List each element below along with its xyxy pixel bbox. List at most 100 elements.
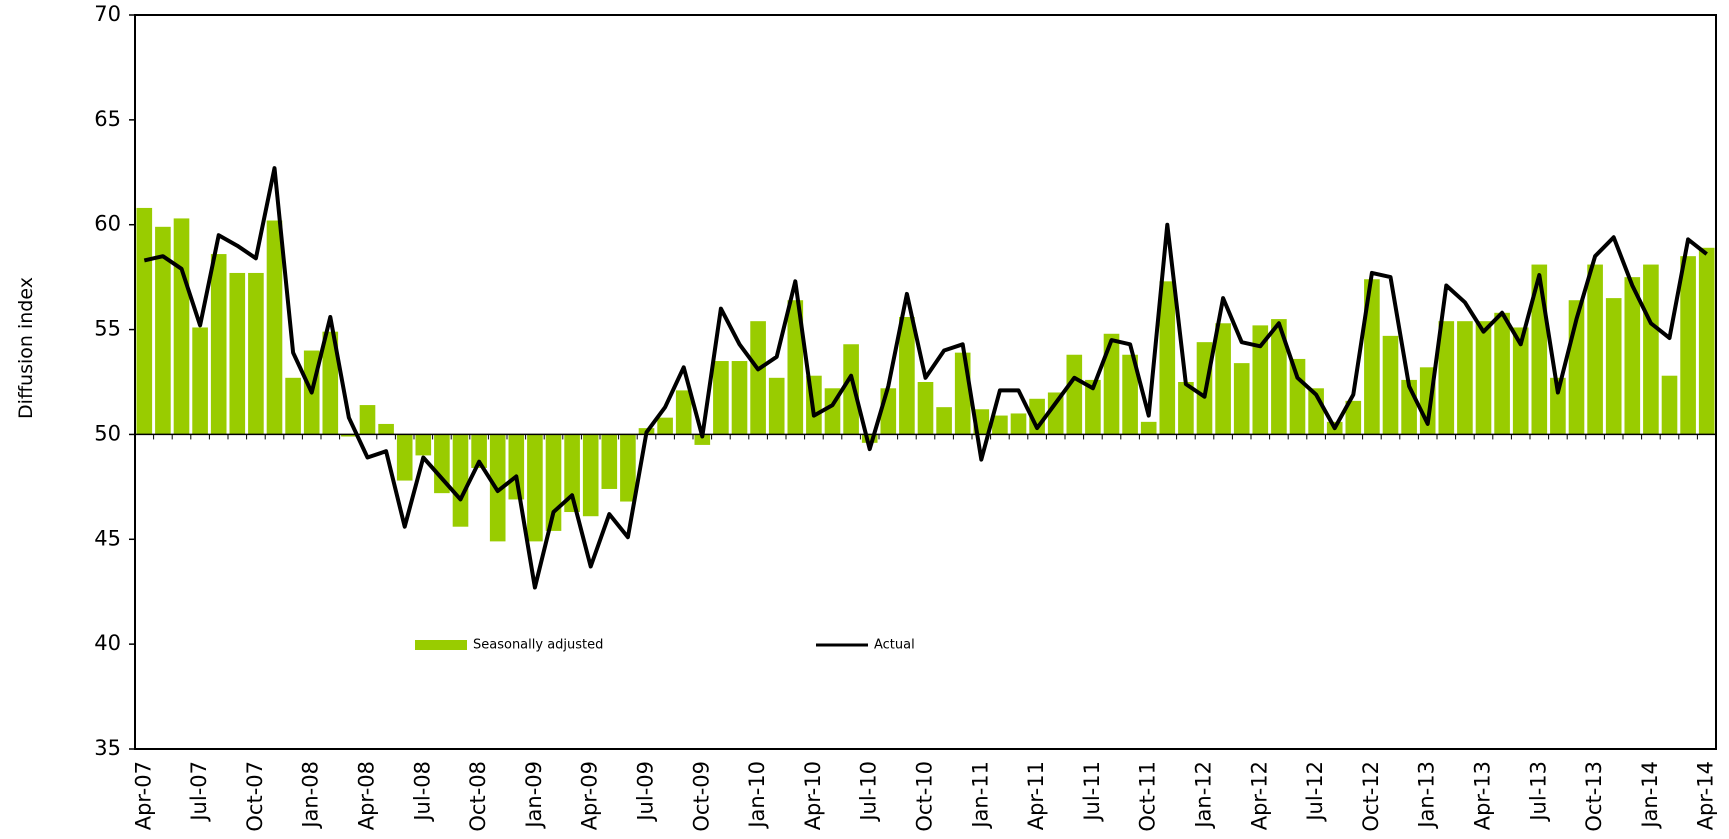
- bar: [1047, 392, 1064, 435]
- x-tick-label: Oct-08: [466, 761, 490, 832]
- bar: [899, 316, 915, 435]
- x-tick-label: Oct-12: [1359, 761, 1383, 832]
- x-tick-label: Jan-12: [1192, 761, 1216, 830]
- x-tick-label: Jan-13: [1415, 761, 1439, 830]
- bar: [768, 377, 785, 435]
- bar: [1624, 277, 1641, 435]
- legend-label: Seasonally adjusted: [473, 638, 603, 653]
- bar: [1215, 323, 1231, 435]
- x-tick-label: Oct-07: [243, 761, 267, 832]
- x-tick-label: Apr-07: [131, 761, 155, 830]
- bar: [1122, 354, 1138, 435]
- bar: [1550, 377, 1566, 435]
- bar: [1271, 319, 1287, 435]
- bar: [1233, 363, 1250, 435]
- bar: [936, 407, 952, 435]
- bar: [266, 220, 283, 435]
- bar: [1345, 400, 1362, 435]
- bar: [415, 434, 432, 456]
- bar: [155, 226, 171, 435]
- bar: [527, 434, 543, 542]
- x-tick-label: Jan-11: [968, 761, 992, 830]
- bar: [1010, 413, 1027, 435]
- bar: [1289, 358, 1306, 435]
- x-tick-label: Jan-10: [745, 761, 769, 830]
- bar: [192, 327, 208, 435]
- legend-swatch: [415, 640, 467, 650]
- bar: [1178, 382, 1194, 435]
- x-tick-label: Apr-13: [1471, 761, 1495, 830]
- x-tick-label: Oct-11: [1136, 761, 1160, 832]
- x-tick-label: Jul-12: [1303, 761, 1327, 823]
- x-tick-label: Apr-08: [355, 761, 379, 830]
- bar: [1475, 321, 1492, 435]
- x-tick-label: Jul-10: [857, 761, 881, 823]
- y-tick-label: 45: [94, 526, 121, 550]
- bar: [675, 390, 692, 435]
- bar: [1159, 281, 1176, 435]
- y-tick-label: 40: [94, 631, 121, 655]
- bar: [731, 361, 748, 435]
- bar: [1085, 379, 1101, 435]
- bar: [564, 434, 580, 513]
- x-tick-label: Jul-13: [1526, 761, 1550, 823]
- y-tick-label: 65: [94, 107, 121, 131]
- bar: [694, 434, 711, 445]
- x-tick-label: Apr-09: [578, 761, 602, 830]
- x-tick-label: Apr-14: [1694, 761, 1718, 830]
- bar: [378, 423, 394, 435]
- bar: [657, 417, 673, 435]
- bar: [1698, 247, 1715, 435]
- bar: [713, 361, 729, 435]
- x-tick-label: Apr-11: [1024, 761, 1048, 830]
- x-tick-label: Jan-08: [299, 761, 323, 830]
- y-tick-label: 50: [94, 421, 121, 445]
- x-tick-label: Jul-09: [634, 761, 658, 823]
- y-axis-label: Diffusion index: [15, 277, 37, 419]
- legend-label: Actual: [874, 638, 915, 653]
- x-tick-label: Oct-10: [913, 761, 937, 832]
- y-tick-label: 55: [94, 317, 121, 341]
- bar: [508, 434, 525, 500]
- y-tick-label: 70: [94, 2, 121, 26]
- plot-frame: [134, 14, 1717, 750]
- bar: [210, 254, 227, 435]
- bar: [954, 352, 971, 435]
- bar: [1252, 325, 1269, 435]
- bar: [620, 434, 636, 502]
- line: [143, 166, 1708, 590]
- bar: [396, 434, 413, 481]
- bar: [787, 300, 804, 435]
- bar: [1382, 335, 1399, 435]
- bar: [452, 434, 469, 527]
- bar: [1103, 333, 1120, 435]
- bar: [1512, 327, 1529, 435]
- bar: [285, 377, 301, 435]
- y-tick-label: 60: [94, 212, 121, 236]
- bar: [1587, 264, 1603, 435]
- bar: [750, 321, 766, 435]
- bar: [1066, 354, 1083, 435]
- bar: [843, 344, 859, 435]
- x-tick-label: Jan-09: [522, 761, 546, 830]
- x-tick-label: Apr-12: [1247, 761, 1271, 830]
- bar: [136, 207, 153, 435]
- bar: [582, 434, 599, 517]
- bar: [601, 434, 618, 489]
- bar: [861, 434, 878, 443]
- bar: [917, 382, 934, 435]
- bar: [229, 272, 246, 435]
- x-tick-label: Jul-08: [410, 761, 434, 823]
- bar: [992, 415, 1008, 435]
- bar: [1494, 312, 1510, 435]
- bar: [1457, 321, 1473, 435]
- x-tick-label: Oct-09: [689, 761, 713, 832]
- x-tick-label: Jul-11: [1080, 761, 1104, 823]
- x-tick-label: Apr-10: [801, 761, 825, 830]
- x-tick-label: Oct-13: [1582, 761, 1606, 832]
- bar: [1643, 264, 1659, 435]
- bar: [248, 272, 264, 435]
- bar: [359, 405, 376, 435]
- bar: [434, 434, 450, 494]
